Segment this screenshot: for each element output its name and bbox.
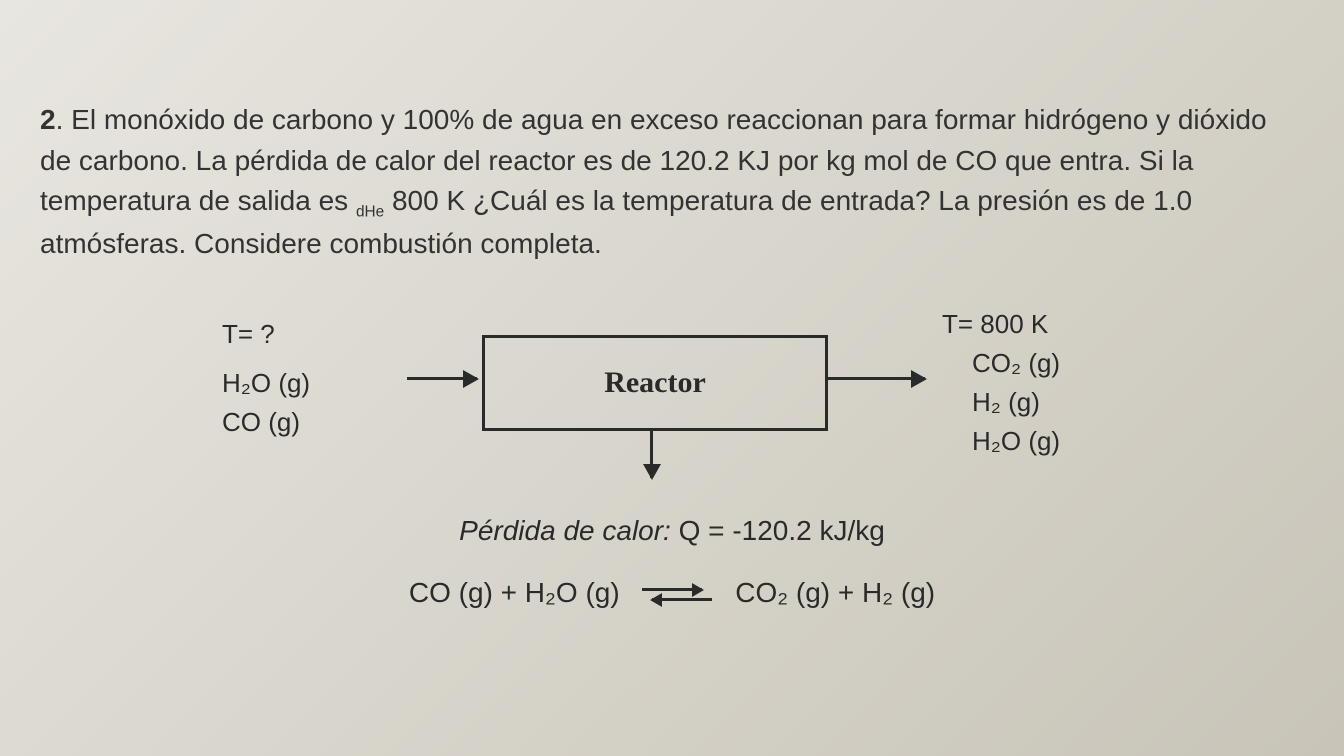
heat-loss-value: Q = -120.2 kJ/kg	[679, 515, 885, 546]
reactor-diagram: T= ? H₂O (g) CO (g) Reactor T= 800 K CO₂…	[222, 305, 1122, 485]
outlet-species-2: H₂ (g)	[942, 383, 1102, 422]
equilibrium-arrow-icon	[642, 584, 712, 604]
outlet-temp: T= 800 K	[942, 305, 1102, 344]
problem-number: 2	[40, 104, 56, 135]
inlet-species-2: CO (g)	[222, 403, 402, 442]
arrow-down-icon	[650, 428, 653, 478]
page: 2. El monóxido de carbono y 100% de agua…	[0, 0, 1344, 649]
outlet-stream: T= 800 K CO₂ (g) H₂ (g) H₂O (g)	[942, 305, 1102, 461]
problem-statement: 2. El monóxido de carbono y 100% de agua…	[40, 100, 1304, 265]
reaction-rhs: CO₂ (g) + H₂ (g)	[735, 577, 935, 608]
reaction-lhs: CO (g) + H₂O (g)	[409, 577, 620, 608]
inlet-temp: T= ?	[222, 315, 402, 354]
arrow-out-icon	[825, 377, 925, 380]
outlet-species-1: CO₂ (g)	[942, 344, 1102, 383]
outlet-species-3: H₂O (g)	[942, 422, 1102, 461]
inlet-stream: T= ? H₂O (g) CO (g)	[222, 315, 402, 442]
arrow-in-icon	[407, 377, 477, 380]
reaction-equation: CO (g) + H₂O (g) CO₂ (g) + H₂ (g)	[40, 577, 1304, 609]
reactor-label: Reactor	[604, 366, 706, 400]
inlet-species-1: H₂O (g)	[222, 364, 402, 403]
reactor-box: Reactor	[482, 335, 828, 431]
problem-sub: dHe	[356, 204, 384, 221]
heat-loss-line: Pérdida de calor: Q = -120.2 kJ/kg	[40, 515, 1304, 547]
heat-loss-label: Pérdida de calor:	[459, 515, 678, 546]
